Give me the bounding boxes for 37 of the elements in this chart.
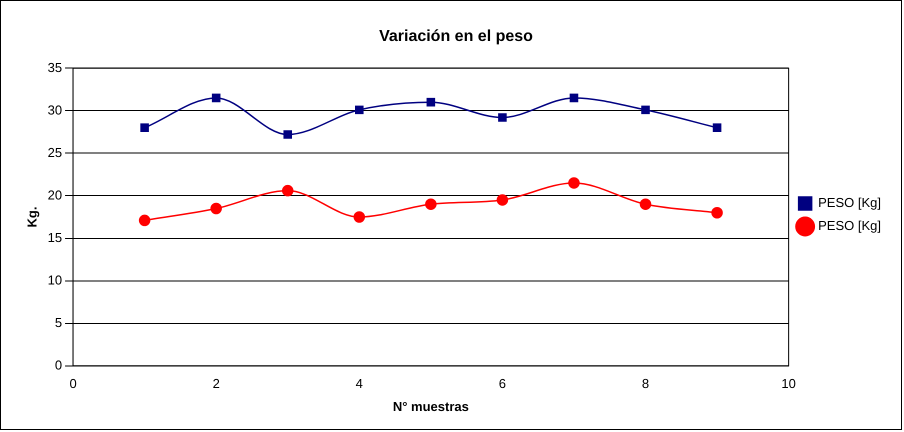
point bbox=[711, 207, 723, 218]
point bbox=[212, 94, 220, 102]
point bbox=[640, 198, 652, 210]
x-tick-label: 6 bbox=[498, 376, 506, 392]
legend-label: PESO [Kg] bbox=[818, 195, 882, 210]
y-tick-label: 30 bbox=[48, 102, 62, 118]
point bbox=[425, 198, 437, 210]
point bbox=[282, 184, 294, 196]
x-tick-label: 2 bbox=[212, 376, 220, 392]
point bbox=[568, 177, 580, 189]
y-tick-label: 0 bbox=[54, 357, 62, 372]
point bbox=[210, 202, 222, 214]
point bbox=[498, 113, 507, 122]
point bbox=[712, 123, 722, 132]
chart-title: Variación en el peso bbox=[379, 28, 534, 46]
point bbox=[283, 130, 292, 139]
x-tick-label: 8 bbox=[642, 376, 650, 392]
point bbox=[138, 214, 150, 226]
x-tick-label: 10 bbox=[781, 376, 796, 392]
point bbox=[496, 194, 508, 206]
x-tick-label: 0 bbox=[69, 376, 77, 392]
point bbox=[641, 106, 650, 114]
point bbox=[354, 211, 366, 223]
y-axis-title: Kg. bbox=[24, 206, 40, 228]
y-tick-label: 25 bbox=[48, 144, 62, 160]
x-tick-label: 4 bbox=[356, 376, 363, 392]
y-tick-label: 10 bbox=[48, 272, 62, 288]
point bbox=[570, 94, 578, 102]
point bbox=[426, 98, 436, 106]
point bbox=[355, 106, 364, 114]
y-tick-label: 35 bbox=[48, 60, 62, 75]
x-axis-title: N° muestras bbox=[392, 398, 469, 414]
y-tick-label: 15 bbox=[48, 230, 62, 245]
point bbox=[140, 123, 149, 132]
legend-label: PESO [Kg] bbox=[818, 218, 882, 234]
y-tick-label: 5 bbox=[54, 314, 62, 330]
y-tick-label: 20 bbox=[48, 187, 62, 202]
